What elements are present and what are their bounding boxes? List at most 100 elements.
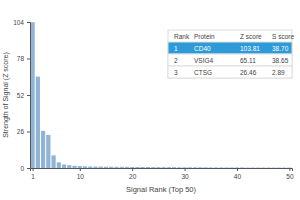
tick-mark — [33, 168, 34, 171]
tick: 52 — [17, 92, 30, 99]
tick-mark — [132, 168, 133, 171]
tick-mark — [289, 168, 290, 171]
table-header: Rank — [174, 33, 190, 40]
tick-mark — [80, 168, 81, 171]
bar — [235, 167, 239, 168]
tick-mark — [237, 168, 238, 171]
bar — [67, 165, 71, 168]
bar — [93, 167, 97, 168]
bar — [51, 155, 55, 168]
bar — [146, 167, 150, 168]
bar — [114, 167, 118, 168]
y-axis: 0 26 52 78 104 — [13, 19, 30, 172]
bar — [282, 167, 286, 168]
tick-mark — [185, 168, 186, 171]
tick-label: 78 — [17, 55, 25, 62]
tick: 26 — [17, 128, 30, 135]
bar — [135, 167, 139, 168]
tick: 10 — [77, 168, 85, 180]
table-cell: 103.81 — [240, 45, 260, 52]
bar — [156, 167, 160, 168]
bar — [172, 167, 176, 168]
x-axis: 1 10 20 30 40 50 — [31, 168, 294, 180]
table-cell: 38.70 — [272, 45, 289, 52]
tick: 20 — [129, 168, 137, 180]
bar — [99, 167, 103, 168]
tick-label: 0 — [20, 165, 24, 172]
table-cell: 1 — [174, 45, 178, 52]
tick: 0 — [20, 165, 30, 172]
table-row — [168, 66, 292, 78]
bar — [88, 166, 92, 168]
bar — [57, 162, 61, 168]
tick-mark — [27, 95, 30, 96]
tick-label: 30 — [181, 173, 189, 180]
bar — [104, 167, 108, 168]
tick: 40 — [234, 168, 242, 180]
tick: 50 — [286, 168, 294, 180]
bar — [41, 131, 45, 168]
tick-mark — [27, 132, 30, 133]
bar — [141, 167, 145, 168]
table-cell: CD40 — [194, 45, 211, 52]
bar — [130, 167, 134, 168]
table-cell: 26.46 — [240, 69, 257, 76]
plot: 0 26 52 78 104 1 10 20 30 40 50 — [13, 19, 294, 180]
bar — [78, 166, 82, 168]
bar — [188, 167, 192, 168]
bar — [245, 167, 249, 168]
bar — [261, 167, 265, 168]
bar — [177, 167, 181, 168]
axis-line — [31, 169, 293, 172]
bar — [193, 167, 197, 168]
bar — [46, 135, 50, 168]
tick-label: 40 — [234, 173, 242, 180]
tick-label: 26 — [17, 128, 25, 135]
table-cell: 38.65 — [272, 57, 289, 64]
tick-mark — [27, 22, 30, 23]
bar — [287, 167, 291, 168]
table: RankProteinZ scoreS score1CD40103.8138.7… — [168, 30, 294, 78]
bar — [109, 167, 113, 168]
axis-line — [27, 23, 31, 169]
table-row — [168, 54, 292, 66]
bar — [277, 167, 281, 168]
tick-label: 104 — [13, 19, 24, 26]
table-header: Protein — [194, 33, 215, 40]
bar — [209, 167, 213, 168]
tick-label: 10 — [77, 173, 85, 180]
table-cell: 2.89 — [272, 69, 285, 76]
tick-label: 1 — [31, 173, 35, 180]
bar — [151, 167, 155, 168]
bar — [182, 167, 186, 168]
bar — [31, 22, 35, 168]
bar — [214, 167, 218, 168]
bar — [167, 167, 171, 168]
bar — [72, 166, 76, 168]
tick: 104 — [13, 19, 30, 26]
chart: 0 26 52 78 104 1 10 20 30 40 50 Signal Rank (Top 50… — [0, 0, 300, 200]
bars — [31, 22, 292, 168]
bar — [120, 167, 124, 168]
table-cell: CTSG — [194, 69, 212, 76]
tick-label: 20 — [129, 173, 137, 180]
tick-label: 50 — [286, 173, 294, 180]
tick-mark — [27, 168, 30, 169]
bar — [224, 167, 228, 168]
table-header: Z score — [240, 33, 262, 40]
bar — [230, 167, 234, 168]
tick: 1 — [31, 168, 35, 180]
bar — [219, 167, 223, 168]
bar — [198, 167, 202, 168]
bar — [240, 167, 244, 168]
bar — [266, 167, 270, 168]
bar — [83, 166, 87, 168]
table-cell: VSIG4 — [194, 57, 214, 64]
tick-mark — [27, 59, 30, 60]
tick: 78 — [17, 55, 30, 62]
x-axis-title: Signal Rank (Top 50) — [126, 185, 197, 194]
tick-label: 52 — [17, 92, 25, 99]
table-cell: 65.11 — [240, 57, 256, 64]
bar — [203, 167, 207, 168]
bar — [256, 167, 260, 168]
